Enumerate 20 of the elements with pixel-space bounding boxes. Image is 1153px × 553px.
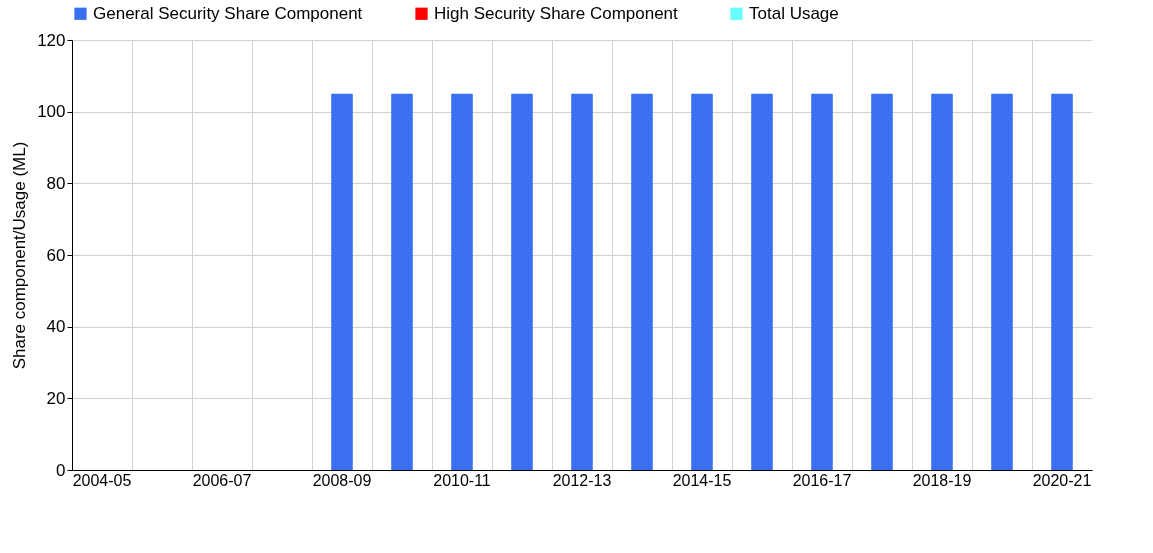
x-tick-label: 2012-13 (552, 471, 612, 489)
y-tick-label: 0 (56, 460, 66, 480)
y-tick-label: 40 (46, 317, 66, 337)
x-tick-label: 2016-17 (792, 471, 852, 489)
y-tick-label: 60 (46, 245, 66, 265)
legend-label: Total Usage (749, 3, 839, 23)
x-tick-label: 2014-15 (672, 471, 732, 489)
y-tick-label: 20 (46, 388, 66, 408)
y-tick-label: 120 (37, 30, 66, 50)
y-tick-label: 100 (37, 102, 66, 122)
y-axis-title: Share component/Usage (ML) (10, 141, 30, 370)
x-tick-label: 2004-05 (72, 471, 132, 489)
y-tick-label: 80 (46, 173, 66, 193)
x-tick-label: 2010-11 (433, 471, 491, 489)
x-tick-label: 2006-07 (192, 471, 252, 489)
legend-label: General Security Share Component (93, 3, 363, 23)
legend-label: High Security Share Component (434, 3, 679, 23)
x-tick-label: 2008-09 (312, 471, 372, 489)
x-tick-label: 2018-19 (912, 471, 972, 489)
x-tick-label: 2020-21 (1032, 471, 1092, 489)
